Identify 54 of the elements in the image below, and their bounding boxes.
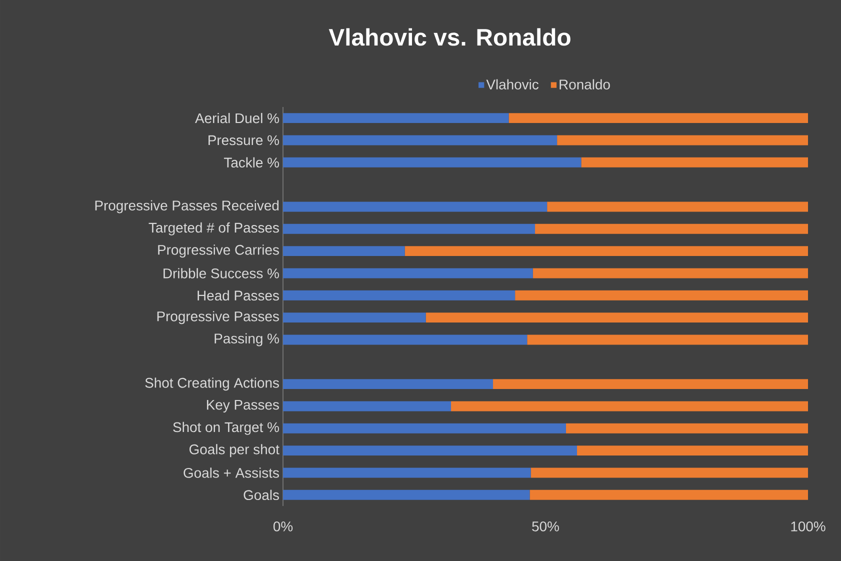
bar [577,446,808,456]
y-tick-label: Progressive Carries [158,244,279,258]
x-tick-label: 0% [273,522,293,532]
y-tick-label: Progressive Passes [157,311,279,324]
x-tick-label: 100% [791,522,826,532]
bar [451,401,808,412]
bar [581,157,808,168]
bar [566,423,808,434]
bar [283,490,530,500]
bar [283,224,536,234]
bar [426,312,808,323]
chart-title: Vlahovic vs. Ronaldo [328,28,570,46]
y-tick-label: Aerial Duel % [195,112,279,124]
y-tick-label: Shot on Target % [173,422,279,435]
y-tick-label: Passing % [214,333,279,346]
x-tick-label: 50% [532,522,559,532]
legend-label: Vlahovic [486,79,539,90]
bar [283,246,405,256]
bar [283,468,531,478]
bar [532,268,808,278]
bar [508,113,808,124]
bar [515,290,808,300]
bar [283,113,509,124]
y-tick-label: Goals [244,490,279,500]
bar [283,157,582,168]
bar [283,202,548,212]
y-tick-label: Progressive Passes Received [95,200,279,214]
bar [493,379,808,390]
bar [557,135,808,146]
bar [283,446,578,456]
bar [283,268,533,278]
y-tick-label: Dribble Success % [164,268,279,278]
bar [404,246,808,256]
bar [283,401,452,412]
y-tick-label: Head Passes [198,290,279,301]
bar [283,290,516,300]
bar [283,135,558,146]
bar [530,468,808,478]
y-tick-label: Targeted # of Passes [148,222,279,236]
bar [283,334,528,345]
bar [283,312,426,323]
y-tick-label: Goals per shot [189,444,280,458]
y-tick-label: Tackle % [224,157,279,168]
bar [530,490,808,500]
bar [547,202,808,212]
y-tick-label: Shot Creating Actions [145,378,279,391]
bar [535,224,808,234]
y-tick-label: Key Passes [206,400,279,412]
y-tick-label: Pressure % [208,135,279,146]
bar [527,334,808,345]
bar [283,379,494,390]
bar [283,423,566,434]
legend-label: Ronaldo [560,79,610,90]
y-tick-label: Goals + Assists [184,468,279,478]
